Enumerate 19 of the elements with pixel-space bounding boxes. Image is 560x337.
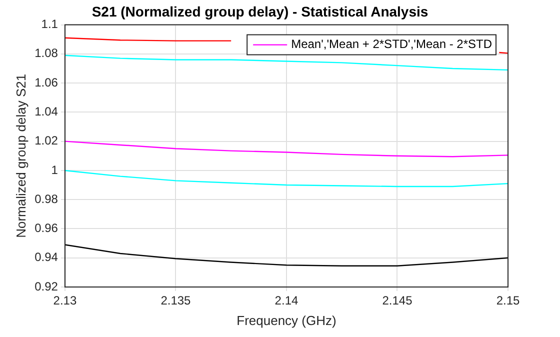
y-tick-label: 0.92	[34, 279, 58, 294]
y-tick-label: 1.06	[34, 75, 58, 90]
y-tick-label: 0.98	[34, 192, 58, 206]
y-tick-label: 1.04	[34, 104, 58, 119]
x-tick-label: 2.15	[496, 294, 520, 308]
y-tick-label: 1.02	[34, 134, 58, 148]
x-tick-label: 2.135	[160, 294, 192, 308]
y-tick-label: 0.94	[34, 250, 58, 264]
y-tick-label: 1	[51, 162, 58, 177]
x-tick-label: 2.14	[274, 294, 298, 308]
legend-label: Mean','Mean + 2*STD','Mean - 2*STD	[291, 37, 492, 52]
y-tick-label: 1.08	[34, 46, 58, 60]
x-axis-title: Frequency (GHz)	[236, 312, 336, 328]
x-tick-label: 2.145	[382, 294, 413, 308]
y-tick-label: 0.96	[34, 221, 58, 236]
x-tick-label: 2.13	[53, 294, 77, 308]
y-axis-title: Normalized group delay S21	[13, 74, 28, 238]
y-tick-label: 1.1	[41, 17, 58, 32]
chart-title: S21 (Normalized group delay) - Statistical Analysis	[92, 3, 428, 20]
